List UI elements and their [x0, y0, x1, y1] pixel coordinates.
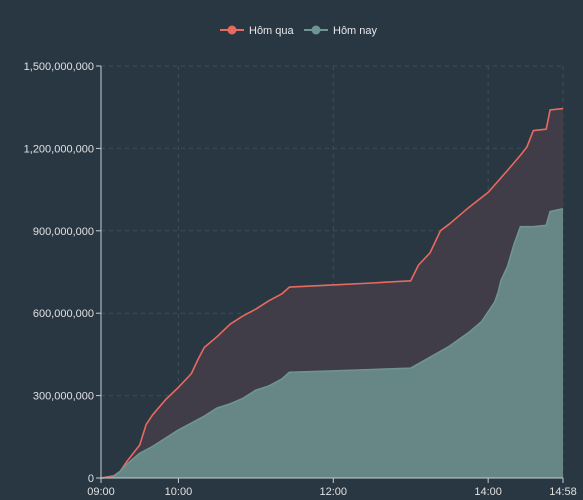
axis-layer: 0 300,000,000 600,000,000 900,000,000 1,200,…	[24, 61, 577, 498]
line-layer	[100, 107, 564, 479]
legend-marker-yesterday	[227, 25, 237, 35]
y-tick-label: 600,000,000	[33, 308, 94, 320]
series-line-today	[100, 208, 564, 479]
y-tick-label: 300,000,000	[33, 391, 94, 403]
area-layer	[101, 108, 563, 478]
legend-item-yesterday[interactable]: Hôm qua	[220, 25, 295, 37]
legend-item-today[interactable]: Hôm nay	[304, 25, 378, 37]
series-area-today	[101, 208, 563, 478]
x-tick-label: 14:00	[474, 486, 502, 498]
x-tick-label: 09:00	[87, 486, 115, 498]
x-tick-label: 12:00	[320, 486, 348, 498]
y-tick-label: 900,000,000	[33, 226, 94, 238]
legend-marker-today	[311, 25, 321, 35]
legend-label-today: Hôm nay	[333, 25, 378, 37]
x-tick-label: 10:00	[165, 486, 193, 498]
x-tick-label: 14:58	[549, 486, 577, 498]
series-line-yesterday	[100, 107, 564, 479]
y-tick-label: 0	[88, 473, 94, 485]
y-tick-label: 1,500,000,000	[24, 61, 94, 73]
legend-label-yesterday: Hôm qua	[249, 25, 295, 37]
legend: Hôm qua Hôm nay	[220, 25, 378, 37]
y-tick-label: 1,200,000,000	[24, 143, 94, 155]
